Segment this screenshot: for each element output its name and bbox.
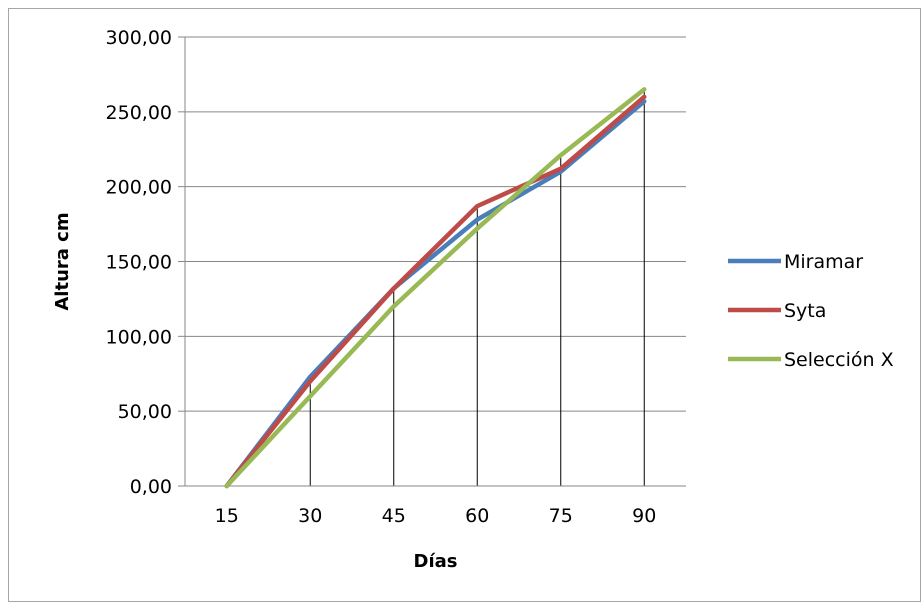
x-tick-label: 75 xyxy=(549,505,573,527)
y-tick-labels: 0,00 50,00 100,00 150,00 200,00 250,00 300,00 xyxy=(106,27,172,498)
series-line-syta xyxy=(224,94,647,489)
axes xyxy=(184,37,686,487)
x-tick-label: 30 xyxy=(298,505,322,527)
y-axis-title: Altura cm xyxy=(52,212,73,310)
x-tick-labels: 15 30 45 60 75 90 xyxy=(215,505,657,527)
gridlines xyxy=(178,36,686,487)
y-tick-label: 250,00 xyxy=(106,102,172,124)
y-tick-label: 50,00 xyxy=(118,401,172,423)
y-tick-label: 0,00 xyxy=(130,476,172,498)
x-axis-title: Días xyxy=(414,551,458,572)
series-line-selecci-n-x xyxy=(224,87,647,489)
drop-lines xyxy=(309,89,645,486)
x-tick-label: 60 xyxy=(465,505,489,527)
y-tick-label: 300,00 xyxy=(106,27,172,49)
legend-label: Syta xyxy=(784,300,826,322)
y-tick-label: 150,00 xyxy=(106,252,172,274)
x-tick-label: 90 xyxy=(632,505,656,527)
y-tick-label: 200,00 xyxy=(106,177,172,199)
series-lines xyxy=(224,87,647,489)
legend-label: Miramar xyxy=(784,251,863,273)
x-tick-label: 15 xyxy=(215,505,239,527)
series-line-miramar xyxy=(224,99,647,489)
chart-area xyxy=(8,8,921,602)
x-tick-label: 45 xyxy=(382,505,406,527)
legend-label: Selección X xyxy=(784,349,894,371)
legend: Miramar Syta Selección X xyxy=(728,251,894,371)
y-tick-label: 100,00 xyxy=(106,326,172,348)
